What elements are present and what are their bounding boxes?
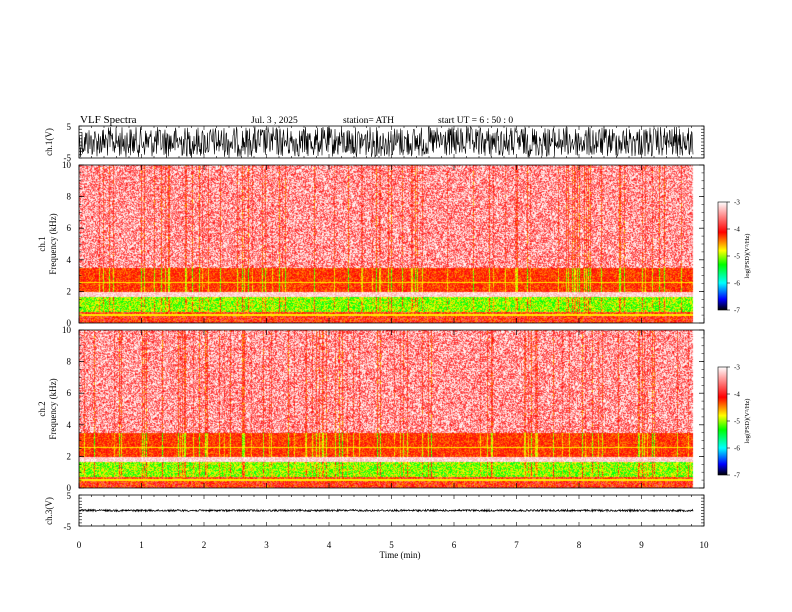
colorbar-tick-label: -4	[734, 391, 740, 399]
colorbar-tick-label: -3	[734, 199, 740, 207]
ch1-waveform-line	[79, 126, 694, 158]
ch3-ytick-bottom: -5	[64, 522, 72, 532]
ch2-colorbar-label: log(PSD)(V²/Hz)	[744, 399, 751, 444]
ch1-ytick-top: 5	[67, 122, 72, 132]
ch1-colorbar: -3 -4 -5 -6 -7 log(PSD)(V²/Hz)	[717, 199, 751, 315]
ch3-waveform-line	[79, 508, 694, 513]
freq-tick-label: 8	[67, 357, 72, 367]
header-station: station= ATH	[343, 116, 394, 126]
time-tick-label: 10	[700, 540, 710, 550]
waveform-ticks-0	[78, 125, 705, 159]
freq-tick-label: 0	[67, 318, 72, 328]
colorbar-tick-label: -6	[734, 445, 740, 453]
time-tick-label: 2	[202, 540, 207, 550]
ch1-waveform-ylabel: ch.1(V)	[44, 128, 54, 156]
ch1-spectrogram-image	[79, 165, 704, 323]
ch2-frequency-ylabel: Frequency (kHz)	[48, 378, 58, 439]
time-tick-label: 4	[327, 540, 332, 550]
colorbar-tick-label: -7	[734, 307, 740, 315]
header-date: Jul. 3 , 2025	[251, 116, 298, 126]
ch2-colorbar: -3 -4 -5 -6 -7 log(PSD)(V²/Hz)	[717, 364, 751, 480]
ch1-colorbar-gradient	[717, 201, 728, 311]
ch1-frequency-ylabel: Frequency (kHz)	[48, 213, 58, 274]
freq-tick-label: 0	[67, 483, 72, 493]
time-tick-label: 5	[389, 540, 394, 550]
ch3-waveform-ylabel: ch.3(V)	[44, 497, 54, 525]
ch1-colorbar-label: log(PSD)(V²/Hz)	[744, 234, 751, 279]
freq-tick-label: 6	[67, 223, 72, 233]
freq-tick-label: 10	[62, 160, 72, 170]
freq-tick-label: 6	[67, 388, 72, 398]
ch2-channel-label: ch.2	[37, 401, 47, 416]
colorbar-tick-label: -5	[734, 418, 740, 426]
time-tick-label: 0	[77, 540, 82, 550]
freq-tick-label: 2	[67, 286, 72, 296]
freq-tick-label: 8	[67, 192, 72, 202]
ch2-spectrogram-panel: 0 2 4 6 8 10 ch.2 Frequency (kHz)	[37, 325, 705, 493]
figure-title: VLF Spectra	[80, 114, 137, 126]
ch2-colorbar-gradient	[717, 366, 728, 476]
ch2-spectrogram-image	[79, 330, 704, 488]
ch1-ytick-bottom: -5	[64, 153, 72, 163]
freq-tick-label: 2	[67, 451, 72, 461]
ch3-ytick-top: 5	[67, 491, 72, 501]
time-tick-label: 1	[139, 540, 144, 550]
freq-tick-label: 10	[62, 325, 72, 335]
time-tick-label: 3	[264, 540, 269, 550]
header-start-time: start UT = 6 : 50 : 0	[438, 116, 513, 126]
colorbar-tick-label: -5	[734, 253, 740, 261]
waveform-ticks-1	[78, 494, 705, 527]
time-axis-label: Time (min)	[380, 550, 421, 560]
colorbar-tick-label: -7	[734, 472, 740, 480]
freq-tick-label: 4	[67, 255, 72, 265]
colorbar-tick-label: -4	[734, 226, 740, 234]
ch1-spectrogram-panel: 0 2 4 6 8 10 ch.1 Frequency (kHz)	[37, 160, 705, 328]
time-axis: 0 1 2 3 4 5 6 7 8 9 10	[77, 165, 709, 550]
freq-tick-label: 4	[67, 420, 72, 430]
time-tick-label: 8	[577, 540, 582, 550]
ch3-waveform-panel: 5 -5 ch.3(V)	[44, 491, 705, 532]
colorbar-tick-label: -6	[734, 280, 740, 288]
time-tick-label: 7	[514, 540, 519, 550]
time-tick-label: 6	[452, 540, 457, 550]
ch1-channel-label: ch.1	[37, 236, 47, 251]
ch1-waveform-panel: 5 -5 ch.1(V)	[44, 122, 705, 163]
time-tick-label: 9	[639, 540, 644, 550]
colorbar-tick-label: -3	[734, 364, 740, 372]
